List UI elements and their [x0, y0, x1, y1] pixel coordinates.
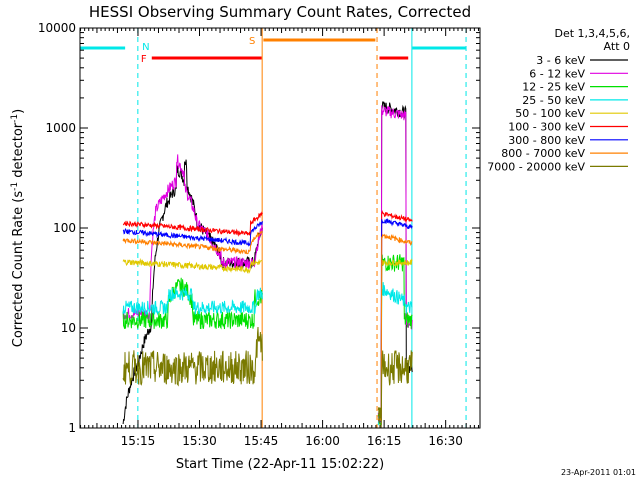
y-axis: 1 10 100 1000 10000: [38, 21, 480, 435]
y-tick-label: 10000: [38, 21, 76, 35]
y-axis-label-main: Corrected Count Rate (s: [11, 191, 26, 348]
chart-title: HESSI Observing Summary Count Rates, Cor…: [89, 3, 471, 21]
series-line-4: [377, 258, 413, 424]
footer-timestamp: 23-Apr-2011 01:01: [561, 468, 636, 477]
x-tick-label: 16:30: [428, 434, 463, 448]
annotations: NF S: [141, 36, 255, 65]
legend-label: 50 - 100 keV: [515, 107, 585, 120]
series-line-7: [122, 230, 263, 255]
annotation-label: S: [249, 36, 255, 47]
legend-label: 3 - 6 keV: [536, 54, 585, 67]
x-tick-label: 16:00: [305, 434, 340, 448]
legend-title-2: Att 0: [604, 40, 630, 53]
x-tick-label: 15:30: [182, 434, 217, 448]
y-axis-label-mid: detector: [11, 122, 26, 182]
legend-label: 800 - 7000 keV: [501, 147, 585, 160]
x-tick-label: 15:15: [121, 434, 156, 448]
y-axis-label-end: ): [11, 109, 26, 114]
y-tick-label: 100: [53, 221, 76, 235]
annotation-label: N: [142, 42, 149, 53]
series-line-0: [122, 159, 263, 425]
legend-label: 6 - 12 keV: [529, 67, 585, 80]
annotation-label: F: [141, 54, 147, 65]
legend-label: 12 - 25 keV: [522, 81, 585, 94]
y-axis-label-sup2: -1: [10, 114, 20, 123]
series-line-5: [122, 211, 263, 237]
series-line-5: [377, 209, 413, 423]
series-line-4: [122, 257, 263, 274]
series-line-6: [122, 221, 263, 247]
legend-label: 25 - 50 keV: [522, 94, 585, 107]
legend-label: 100 - 300 keV: [508, 121, 585, 134]
y-tick-label: 10: [61, 321, 76, 335]
series-line-8: [377, 350, 413, 428]
series-line-7: [377, 233, 413, 422]
legend-label: 300 - 800 keV: [508, 134, 585, 147]
series-line-1: [377, 105, 413, 422]
observing-bars: [80, 38, 466, 60]
x-tick-label: 16:15: [367, 434, 402, 448]
legend-title-1: Det 1,3,4,5,6,: [554, 27, 630, 40]
y-axis-label-sup1: -1: [10, 182, 20, 191]
series-line-3: [122, 287, 263, 316]
legend-label: 7000 - 20000 keV: [487, 160, 585, 173]
data-series: [122, 101, 413, 428]
x-axis: 15:15 15:30 15:45 16:00 16:15 16:30: [80, 28, 479, 448]
series-line-3: [377, 282, 413, 426]
series-line-2: [377, 254, 413, 426]
y-axis-label: Corrected Count Rate (s-1 detector-1): [10, 109, 26, 347]
series-line-6: [377, 218, 413, 424]
x-axis-label: Start Time (22-Apr-11 15:02:22): [176, 457, 384, 472]
y-tick-label: 1: [68, 421, 76, 435]
x-tick-label: 15:45: [244, 434, 279, 448]
y-tick-label: 1000: [45, 121, 76, 135]
series-line-8: [122, 326, 263, 387]
